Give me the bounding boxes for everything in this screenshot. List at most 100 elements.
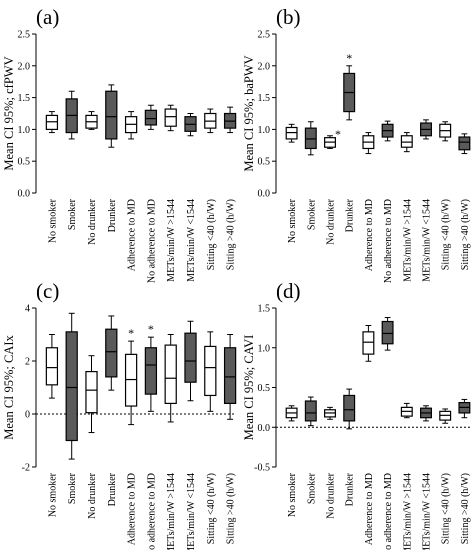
box-5 [124, 111, 138, 140]
category-label: No drunker [87, 472, 98, 518]
box-body [304, 127, 317, 150]
category-label: Adherence to MD [364, 473, 375, 545]
y-tick-label: 0.0 [258, 423, 271, 434]
y-axis-label: Mean CI 95%; CAIx [2, 335, 16, 440]
y-tick-label: 2.5 [258, 30, 271, 41]
category-label: METs/min/W >1544 [402, 199, 413, 282]
box-9 [439, 121, 452, 142]
box-body [65, 331, 78, 442]
box-2 [65, 90, 78, 140]
category-label: METs/min/W <1544 [186, 473, 197, 550]
box-body [105, 328, 118, 378]
box-5 [362, 132, 375, 155]
category-label: Adherence to MD [127, 199, 138, 271]
category-label: No drunker [87, 198, 98, 244]
box-10 [458, 398, 471, 419]
box-1 [285, 405, 298, 422]
box-body [45, 347, 59, 386]
category-label: METs/min/W <1544 [422, 473, 433, 550]
box-8 [184, 113, 197, 137]
category-label: No adherence to MD [383, 473, 394, 550]
panel-a: (a) 0.0 0.5 1.0 1.5 2.0 2.5 Mean CI 95%; cfPWV… [2, 5, 237, 283]
y-axis-label: Mean CI 95%; CAVI [242, 335, 256, 441]
category-label: Drunker [345, 198, 356, 232]
category-label: Smoker [306, 198, 317, 230]
box-6 [144, 336, 158, 412]
box-body [105, 90, 118, 140]
box-body [400, 135, 413, 148]
y-tick-label: 2 [25, 357, 30, 368]
box-8 [420, 119, 432, 140]
category-label: Sitting >40 (h/W) [226, 473, 237, 544]
category-label: Adherence to MD [364, 199, 375, 271]
box-body [223, 347, 237, 405]
category-label: Sitting >40 (h/W) [460, 199, 471, 270]
box-body [204, 345, 217, 397]
box-5 [362, 324, 375, 362]
y-tick-label: 1.0 [18, 125, 31, 136]
category-label: No adherence to MD [146, 473, 157, 550]
y-axis-label: Mean CI 95%; baPWV [242, 55, 256, 171]
category-label: Sitting >40 (h/W) [226, 199, 237, 270]
y-tick-label: 0.0 [258, 189, 271, 200]
y-tick-label: 0.5 [18, 157, 31, 168]
box-3 [324, 135, 336, 149]
box-6 [381, 317, 394, 351]
y-tick-label: 0 [25, 410, 30, 421]
category-label: No drunker [326, 198, 337, 244]
y-tick-label: 0.0 [18, 189, 31, 200]
y-tick-label: 1.0 [258, 343, 271, 354]
panel-label-c: (c) [36, 279, 59, 303]
box-4 [343, 65, 356, 121]
box-9 [439, 408, 452, 424]
box-10 [223, 334, 237, 420]
category-label: Sitting <40 (h/W) [441, 473, 452, 544]
box-6 [144, 104, 158, 130]
box-body [85, 371, 98, 414]
y-tick-label: 2.5 [18, 30, 31, 41]
category-label: Smoker [306, 472, 317, 504]
y-tick-label: 1.5 [18, 93, 31, 104]
box-5 [124, 340, 138, 426]
category-label: No smoker [287, 472, 298, 517]
box-10 [458, 133, 471, 155]
panel-label-b: (b) [276, 5, 301, 29]
box-body [458, 136, 471, 151]
category-label: Drunker [107, 472, 118, 506]
box-body [184, 332, 197, 383]
box-1 [45, 334, 59, 399]
box-3 [324, 406, 336, 420]
box-4 [343, 388, 356, 430]
category-label: Sitting <40 (h/W) [441, 199, 452, 270]
box-2 [304, 121, 317, 156]
significance-star: * [346, 51, 352, 65]
category-label: Adherence to MD [127, 473, 138, 545]
panel-d: (d) -0.5 0.0 0.5 1.0 1.5 Mean CI 95%; CAVI No … [242, 279, 471, 550]
category-label: Drunker [345, 472, 356, 506]
box-3 [85, 355, 98, 434]
box-2 [304, 396, 317, 427]
y-tick-label: 4 [25, 304, 30, 315]
significance-star: * [335, 127, 341, 141]
box-body [45, 114, 59, 130]
box-body [285, 126, 298, 140]
box-4 [105, 84, 118, 148]
y-tick-label: 0.5 [258, 383, 271, 394]
box-body [362, 331, 375, 355]
box-body [144, 109, 158, 126]
box-7 [400, 402, 413, 419]
box-7 [164, 334, 177, 423]
box-body [304, 400, 317, 422]
category-label: No adherence to MD [383, 199, 394, 283]
box-body [164, 108, 177, 127]
panel-b: (b) 0.0 0.5 1.0 1.5 2.0 2.5 Mean CI 95%; baPWV… [242, 5, 471, 283]
box-10 [223, 106, 237, 134]
category-label: METs/min/W >1544 [166, 473, 177, 550]
category-label: METs/min/W <1544 [186, 199, 197, 282]
box-6 [381, 120, 394, 142]
box-1 [45, 111, 59, 134]
category-label: No drunker [326, 472, 337, 518]
category-label: Sitting <40 (h/W) [206, 199, 217, 270]
y-tick-label: 2.0 [18, 61, 31, 72]
